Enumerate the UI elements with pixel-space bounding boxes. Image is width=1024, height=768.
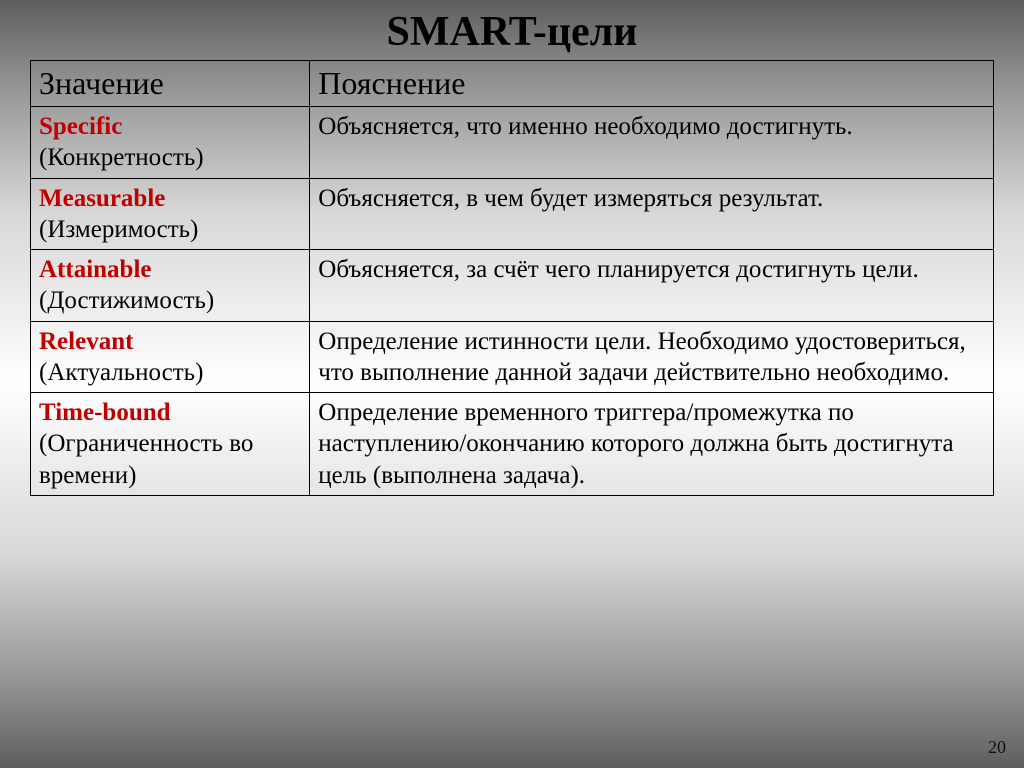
explanation-cell: Объясняется, за счёт чего планируется до… xyxy=(310,250,994,322)
table-row: Relevant (Актуальность) Определение исти… xyxy=(31,321,994,393)
term-ru: (Достижимость) xyxy=(39,287,214,314)
explanation-cell: Объясняется, в чем будет измеряться резу… xyxy=(310,178,994,250)
table-row: Time-bound (Ограниченность во времени) О… xyxy=(31,393,994,496)
term-en: Specific xyxy=(39,113,122,140)
header-meaning: Значение xyxy=(31,61,310,107)
term-cell: Time-bound (Ограниченность во времени) xyxy=(31,393,310,496)
smart-table: Значение Пояснение Specific (Конкретност… xyxy=(30,60,994,496)
term-cell: Measurable (Измеримость) xyxy=(31,178,310,250)
term-ru: (Ограниченность во времени) xyxy=(39,430,253,488)
term-ru: (Измеримость) xyxy=(39,216,198,243)
explanation-cell: Определение истинности цели. Необходимо … xyxy=(310,321,994,393)
table-row: Attainable (Достижимость) Объясняется, з… xyxy=(31,250,994,322)
header-explanation: Пояснение xyxy=(310,61,994,107)
explanation-cell: Определение временного триггера/промежут… xyxy=(310,393,994,496)
term-en: Relevant xyxy=(39,328,133,355)
slide: SMART-цели Значение Пояснение Specific (… xyxy=(0,0,1024,768)
term-en: Time-bound xyxy=(39,399,171,426)
term-ru: (Актуальность) xyxy=(39,359,203,386)
term-en: Measurable xyxy=(39,185,165,212)
term-cell: Relevant (Актуальность) xyxy=(31,321,310,393)
term-cell: Attainable (Достижимость) xyxy=(31,250,310,322)
term-cell: Specific (Конкретность) xyxy=(31,107,310,179)
table-row: Specific (Конкретность) Объясняется, что… xyxy=(31,107,994,179)
slide-title: SMART-цели xyxy=(30,8,994,56)
table-header-row: Значение Пояснение xyxy=(31,61,994,107)
page-number: 20 xyxy=(988,737,1006,758)
term-en: Attainable xyxy=(39,256,152,283)
explanation-cell: Объясняется, что именно необходимо дости… xyxy=(310,107,994,179)
table-row: Measurable (Измеримость) Объясняется, в … xyxy=(31,178,994,250)
term-ru: (Конкретность) xyxy=(39,144,204,171)
